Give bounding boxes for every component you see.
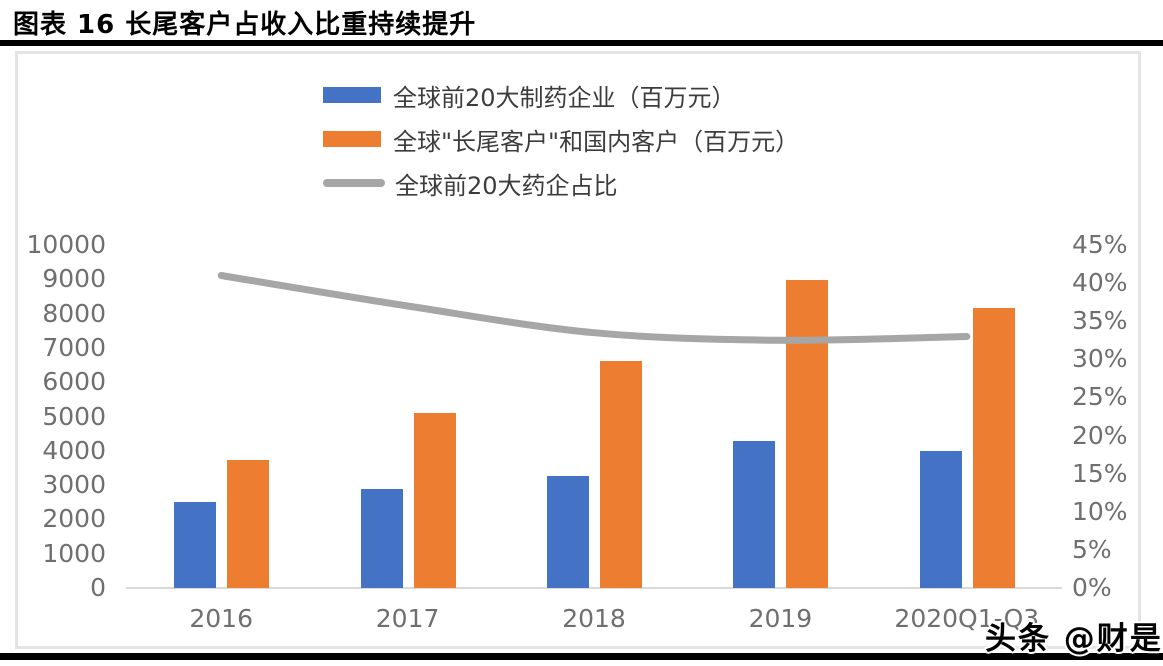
- y-axis-tick-right: 5%: [1072, 534, 1112, 564]
- y-axis-tick-right: 25%: [1072, 382, 1128, 412]
- bottom-divider: [0, 653, 1163, 660]
- legend-item: 全球"长尾客户"和国内客户（百万元）: [323, 124, 800, 156]
- y-axis-tick-left: 8000: [42, 298, 106, 328]
- chart-title: 图表 16 长尾客户占收入比重持续提升: [13, 10, 477, 40]
- bar: [227, 460, 270, 588]
- y-axis-tick-left: 5000: [42, 401, 106, 431]
- y-axis-tick-left: 10000: [26, 230, 106, 259]
- y-axis-tick-right: 15%: [1072, 458, 1128, 488]
- bar: [786, 279, 829, 588]
- x-axis-label: 2016: [189, 604, 253, 633]
- legend-swatch-bar: [323, 87, 381, 103]
- bar: [547, 475, 589, 588]
- y-axis-tick-left: 0: [90, 573, 106, 602]
- y-axis-tick-right: 45%: [1072, 230, 1128, 259]
- y-axis-tick-left: 4000: [42, 435, 106, 465]
- y-axis-tick-right: 40%: [1072, 268, 1128, 298]
- y-axis-tick-left: 1000: [42, 538, 106, 568]
- x-axis-label: 2017: [375, 604, 440, 633]
- y-axis-tick-left: 9000: [42, 264, 106, 294]
- y-axis-tick-right: 30%: [1072, 344, 1128, 374]
- y-axis-tick-right: 0%: [1072, 573, 1112, 602]
- legend-item-label: 全球前20大制药企业（百万元）: [393, 83, 736, 112]
- y-axis-tick-right: 20%: [1072, 420, 1128, 450]
- bar: [413, 412, 456, 588]
- legend-item-label: 全球"长尾客户"和国内客户（百万元）: [393, 127, 800, 156]
- legend-swatch-bar: [323, 131, 381, 147]
- y-axis-tick-left: 2000: [42, 504, 106, 534]
- x-axis-label: 2019: [748, 604, 813, 633]
- y-axis-tick-right: 35%: [1072, 306, 1128, 336]
- watermark: 头条 @财是: [985, 621, 1163, 657]
- legend-item-label: 全球前20大药企占比: [395, 171, 618, 200]
- legend-item: 全球前20大制药企业（百万元）: [323, 80, 799, 112]
- y-axis-tick-left: 6000: [42, 367, 106, 397]
- x-axis-label: 2018: [562, 604, 626, 633]
- x-axis-line: [126, 587, 1062, 589]
- title-divider: [0, 40, 1163, 46]
- bar: [733, 440, 776, 588]
- legend: 全球前20大制药企业（百万元） 全球"长尾客户"和国内客户（百万元） 全球前20大药…: [323, 80, 799, 212]
- y-axis-tick-left: 3000: [42, 470, 106, 500]
- legend-item: 全球前20大药企占比: [323, 168, 799, 200]
- y-axis-tick-right: 10%: [1072, 496, 1128, 526]
- bar: [600, 360, 642, 588]
- y-axis-tick-left: 7000: [42, 332, 106, 362]
- bar: [360, 488, 403, 588]
- bar: [972, 307, 1015, 588]
- bar: [174, 501, 217, 588]
- legend-swatch-line: [323, 179, 385, 187]
- bar: [919, 451, 962, 588]
- x-axis-label: 2020Q1-Q3: [894, 604, 1040, 633]
